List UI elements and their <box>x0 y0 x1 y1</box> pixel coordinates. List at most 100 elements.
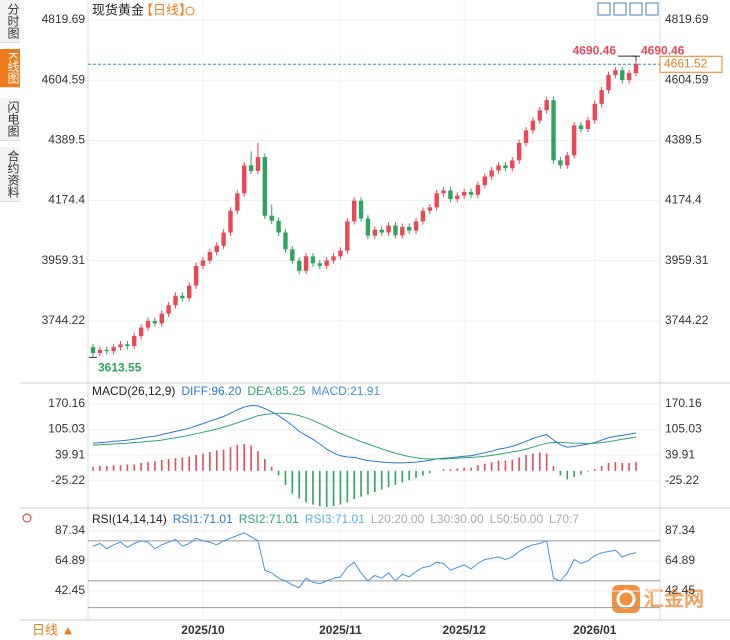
y-tick-label: 4174.4 <box>48 193 85 207</box>
icon[interactable] <box>629 2 643 16</box>
candle-body <box>585 120 591 130</box>
zoom-icon[interactable] <box>185 6 195 16</box>
candle-body <box>606 75 611 91</box>
candle-body <box>475 184 481 195</box>
candle-body <box>331 256 336 261</box>
candle-body <box>207 252 213 261</box>
settings-icon[interactable] <box>22 513 32 523</box>
last-price-box <box>659 55 723 73</box>
legend-entry: L70:7 <box>549 512 579 526</box>
candle-body <box>620 70 625 81</box>
chart-title: 现货黄金 <box>92 2 144 17</box>
legend-entry: RSI2:71.01 <box>239 512 299 526</box>
candle-body <box>400 226 405 236</box>
max-label: 4690.46 <box>573 43 617 57</box>
y-tick-label: 64.89 <box>55 553 85 567</box>
y-tick-label: 87.34 <box>55 523 85 537</box>
y-tick-label: 4389.5 <box>665 133 702 147</box>
tab[interactable]: 分时图 <box>0 0 20 43</box>
y-tick-label: -25.22 <box>665 473 699 487</box>
candle-body <box>276 220 281 233</box>
candle-body <box>461 191 467 196</box>
candle-body <box>530 120 536 131</box>
candle-body <box>221 232 226 246</box>
watermark: 汇金网 <box>612 585 704 613</box>
last-price-label: 4661.52 <box>664 56 708 70</box>
y-tick-label: 170.16 <box>665 396 702 410</box>
macd-line <box>92 404 637 464</box>
y-tick-label: 3959.31 <box>42 253 86 267</box>
candle-body <box>214 245 219 253</box>
candle-body <box>599 90 604 104</box>
candle-body <box>626 73 632 81</box>
candle-body <box>228 210 233 233</box>
candle-body <box>132 336 137 347</box>
candle-body <box>578 125 584 130</box>
candle-body <box>516 143 522 161</box>
tab[interactable]: 闪电图 <box>0 98 20 141</box>
candle-body <box>125 344 130 347</box>
candle-body <box>262 156 268 216</box>
candle-body <box>255 156 261 171</box>
period: 【日线】 <box>140 2 192 17</box>
y-tick-label: 3744.22 <box>42 313 86 327</box>
candle-body <box>111 347 116 352</box>
candle-body <box>551 100 556 161</box>
y-tick-label: 4604.59 <box>42 72 86 86</box>
tab[interactable]: K线图 <box>0 49 20 89</box>
icon[interactable] <box>597 2 611 16</box>
candle-body <box>386 225 391 233</box>
candle-body <box>372 229 378 236</box>
legend-entry: DIFF:96.20 <box>181 384 241 398</box>
peak-label: 4690.46 <box>641 43 685 57</box>
rsi-line <box>92 532 637 589</box>
candle-body <box>523 130 529 144</box>
candle-body <box>441 190 446 194</box>
candle-body <box>138 327 144 337</box>
y-tick-label: 42.45 <box>665 583 695 597</box>
candle-body <box>544 100 549 111</box>
y-tick-label: 39.91 <box>665 447 695 461</box>
candle-body <box>571 125 577 156</box>
candle-body <box>468 191 474 195</box>
candle-body <box>235 193 240 211</box>
candle-body <box>166 305 171 314</box>
candle-body <box>187 285 192 299</box>
candle-body <box>159 313 164 324</box>
candle-body <box>358 200 364 219</box>
icon[interactable] <box>613 2 627 16</box>
candle-body <box>393 225 398 236</box>
legend-entry: MACD:21.91 <box>311 384 380 398</box>
candle-body <box>90 347 96 354</box>
toolbar-icons[interactable] <box>597 2 659 16</box>
legend-entry: L20:20.00 <box>371 512 425 526</box>
y-tick-label: 105.03 <box>48 422 85 436</box>
legend-entry: RSI(14,14,14) <box>92 512 167 526</box>
y-tick-label: 39.91 <box>55 447 85 461</box>
candle-body <box>180 295 185 299</box>
candle-body <box>338 250 343 257</box>
candle-body <box>413 221 419 231</box>
x-tick-label: 2025/12 <box>442 623 486 637</box>
legend-entry: DEA:85.25 <box>247 384 305 398</box>
macd-line <box>92 412 637 460</box>
x-tick-label: 2025/10 <box>181 623 225 637</box>
candle-body <box>193 265 199 286</box>
tab[interactable]: 合约资料 <box>0 147 20 202</box>
candle-body <box>613 70 618 76</box>
candle-body <box>324 260 329 266</box>
y-tick-label: 170.16 <box>48 396 85 410</box>
min-label: 3613.55 <box>98 361 142 375</box>
y-tick-label: 4604.59 <box>665 72 709 86</box>
candle-body <box>592 103 597 121</box>
candle-body <box>510 160 515 169</box>
y-tick-label: 3744.22 <box>665 313 709 327</box>
candle-body <box>420 210 426 222</box>
bottom-period[interactable]: 日线 ▲ <box>32 622 74 637</box>
candle-body <box>310 256 316 264</box>
candle-body <box>283 232 288 250</box>
icon[interactable] <box>645 2 659 16</box>
candle-body <box>118 344 123 348</box>
candle-body <box>97 349 103 354</box>
